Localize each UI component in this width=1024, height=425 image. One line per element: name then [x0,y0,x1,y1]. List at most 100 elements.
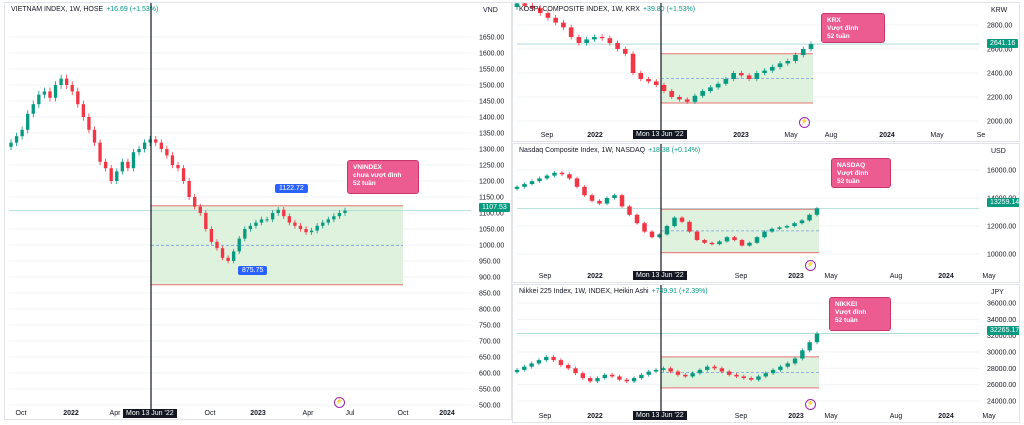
y-tick-label: 600.00 [479,371,501,378]
event-icon[interactable]: ⚡ [805,399,816,410]
candle-body [529,181,535,184]
candle-body [237,238,241,252]
candle-body [807,214,812,221]
nikkei-plot[interactable]: 36000.00 34000.00 32000.00 30000.00 28000.00… [513,285,1020,423]
event-icon[interactable]: ⚡ [805,260,816,271]
y-tick-label: 1050.00 [479,227,504,234]
candle-body [747,242,752,246]
vnindex-chart-panel[interactable]: VIETNAM INDEX, 1W, HOSE +16.69 (+1.53%) V… [4,2,512,420]
candle-body [159,142,163,149]
candle-body [754,237,760,243]
candle-body [683,374,688,377]
candle-body [537,8,543,13]
candle-body [624,379,629,382]
candle-body [793,55,798,61]
nasdaq-chart-panel[interactable]: Nasdaq Composite Index, 1W, NASDAQ +18.38… [512,143,1020,283]
candle-body [617,376,622,380]
candle-body [198,206,202,213]
y-tick-label: 500.00 [479,403,501,410]
y-tick-label: 1100.00 [479,211,504,218]
high-level-label: 1122.72 [275,184,308,193]
candle-body [53,85,58,98]
candle-body [270,213,275,220]
candle-body [298,225,303,229]
candle-body [677,97,682,100]
candle-body [807,342,812,351]
y-tick-label: 26000.00 [987,382,1016,389]
candle-body [530,5,535,9]
candle-body [315,225,319,231]
candle-body [792,358,798,364]
candle-body [595,378,600,382]
candle-body [187,181,191,197]
candle-body [226,257,230,261]
y-tick-label: 2800.00 [987,23,1012,30]
candle-body [732,237,737,240]
candle-body [176,165,180,169]
candle-body [544,175,550,179]
nasdaq-plot[interactable]: 16000.0014000.0012000.0010000.00Sep2022M… [513,144,1020,283]
candle-body [26,113,30,130]
candle-body [739,240,745,246]
x-tick-label: Apr [303,410,315,417]
candle-body [592,37,597,40]
candle-body [687,221,692,232]
candle-body [634,214,640,224]
candle-body [70,85,74,92]
candle-body [276,209,280,213]
candle-body [612,195,617,198]
event-icon[interactable]: ⚡ [799,117,810,128]
annotation-callout: KRX Vượt đỉnh 52 tuần [821,13,885,43]
candle-body [536,360,542,364]
y-tick-label: 1300.00 [479,147,504,154]
vnindex-plot[interactable]: 1650.00 1600.00 1550.00 1500.00 1450.00 1400.… [5,3,512,420]
candle-body [649,231,655,238]
x-tick-label: 2023 [733,132,749,139]
candle-body [619,195,625,207]
x-tick-label: Sep [539,413,552,420]
y-tick-label: 1600.00 [479,51,504,58]
date-cursor-label: Mon 13 Jun '22 [633,271,687,280]
candle-body [142,142,147,149]
candle-body [215,241,219,249]
x-tick-label: Sep [539,273,552,280]
x-tick-label: May [930,132,944,139]
candle-body [529,363,534,367]
candle-body [248,225,253,229]
nikkei-chart-panel[interactable]: Nikkei 225 Index, 1W, INDEX, Heikin Ashi… [512,284,1020,423]
currency-label: KRW [991,7,1008,14]
candle-body [154,139,158,143]
x-tick-label: May [982,273,996,280]
candle-body [209,229,214,242]
candle-body [756,376,761,380]
y-tick-label: 1400.00 [479,115,504,122]
event-icon[interactable]: ⚡ [334,397,345,408]
candle-body [599,37,605,39]
x-tick-label: May [824,273,838,280]
candle-body [567,174,572,179]
candle-body [664,226,670,235]
candle-body [304,229,308,233]
kospi-plot[interactable]: 2800.00 2600.00 2400.00 2200.00 2000.00 Sep 20… [513,3,1020,142]
candle-body [193,197,197,207]
x-tick-label: Aug [890,273,903,280]
kospi-chart-panel[interactable]: KOSPI COMPOSITE INDEX, 1W, KRX +39.80 (+1… [512,2,1020,142]
candle-body [646,371,651,375]
candle-body [785,61,791,64]
y-tick-label: 28000.00 [987,366,1016,373]
range-box [661,209,819,253]
candle-body [587,378,593,382]
candle-body [604,198,610,204]
candle-body [672,217,677,226]
candle-body [741,376,747,379]
candle-body [627,206,632,215]
y-tick-label: 950.00 [479,259,501,266]
candle-body [126,161,130,169]
candle-body [800,49,806,55]
candle-body [343,210,347,213]
last-price-label: 2641.16 [987,39,1019,48]
x-tick-label: 2024 [879,132,895,139]
candle-body [622,49,628,54]
candle-body [814,208,820,215]
candle-body [181,168,186,181]
